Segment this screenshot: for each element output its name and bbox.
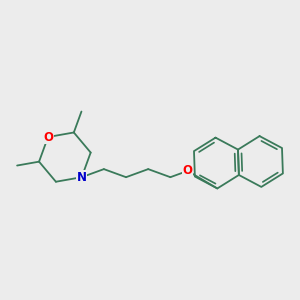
- Text: O: O: [183, 164, 193, 177]
- Text: O: O: [43, 130, 53, 143]
- Text: N: N: [77, 171, 87, 184]
